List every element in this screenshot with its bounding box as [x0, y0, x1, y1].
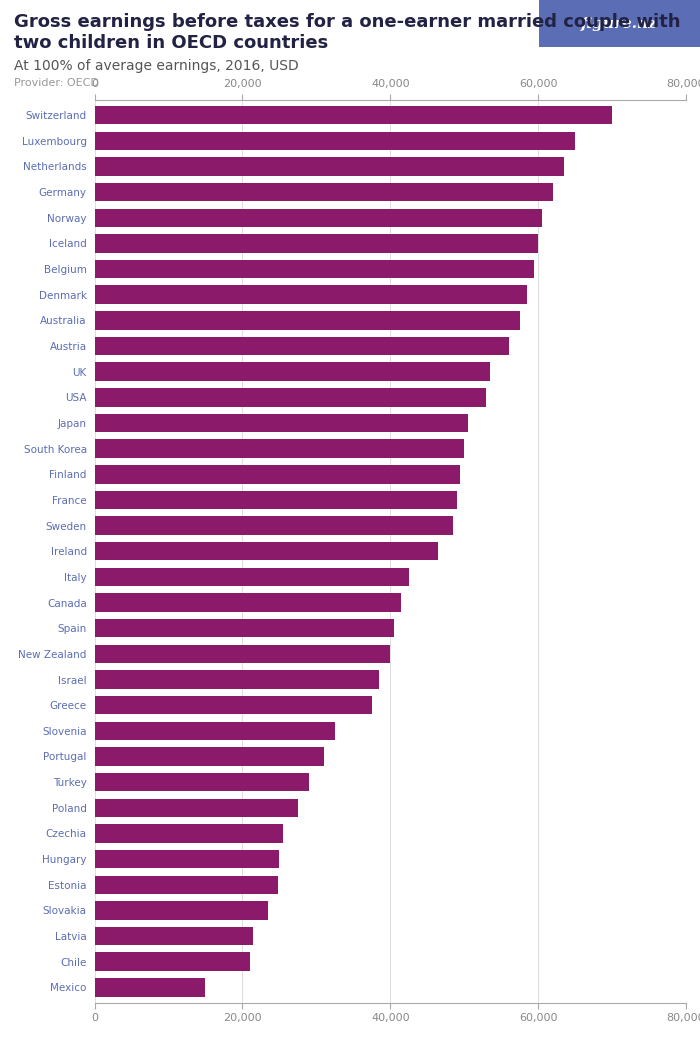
Bar — [94, 849, 279, 868]
Bar — [94, 311, 519, 330]
Bar — [94, 234, 538, 253]
Bar — [94, 901, 268, 920]
Bar — [94, 158, 564, 175]
Bar — [94, 517, 453, 534]
Bar — [94, 952, 250, 971]
Bar — [94, 131, 575, 150]
Bar — [94, 388, 486, 406]
Bar — [94, 414, 468, 433]
Bar — [94, 645, 391, 664]
Bar — [94, 748, 323, 765]
Bar — [94, 979, 205, 996]
Text: Provider: OECD: Provider: OECD — [14, 78, 99, 88]
Bar — [94, 490, 457, 509]
Text: two children in OECD countries: two children in OECD countries — [14, 34, 328, 51]
Bar — [94, 593, 401, 612]
Bar — [94, 465, 461, 483]
Bar — [94, 286, 527, 303]
Text: figure.nz: figure.nz — [581, 17, 658, 30]
Bar — [94, 542, 438, 561]
Bar — [94, 439, 464, 458]
Bar — [94, 824, 283, 843]
Bar — [94, 721, 335, 740]
Bar — [94, 696, 372, 714]
Bar — [94, 799, 298, 817]
Bar — [94, 876, 278, 894]
Bar — [94, 183, 553, 202]
Text: Gross earnings before taxes for a one-earner married couple with: Gross earnings before taxes for a one-ea… — [14, 13, 680, 30]
Bar — [94, 568, 409, 586]
Bar — [94, 209, 542, 227]
Bar — [94, 927, 253, 945]
Bar — [94, 773, 309, 792]
Text: At 100% of average earnings, 2016, USD: At 100% of average earnings, 2016, USD — [14, 59, 299, 72]
Bar — [94, 337, 508, 355]
Bar — [94, 259, 534, 278]
Bar — [94, 362, 490, 381]
Bar — [94, 620, 394, 637]
Bar — [94, 106, 612, 124]
Bar — [94, 670, 379, 689]
